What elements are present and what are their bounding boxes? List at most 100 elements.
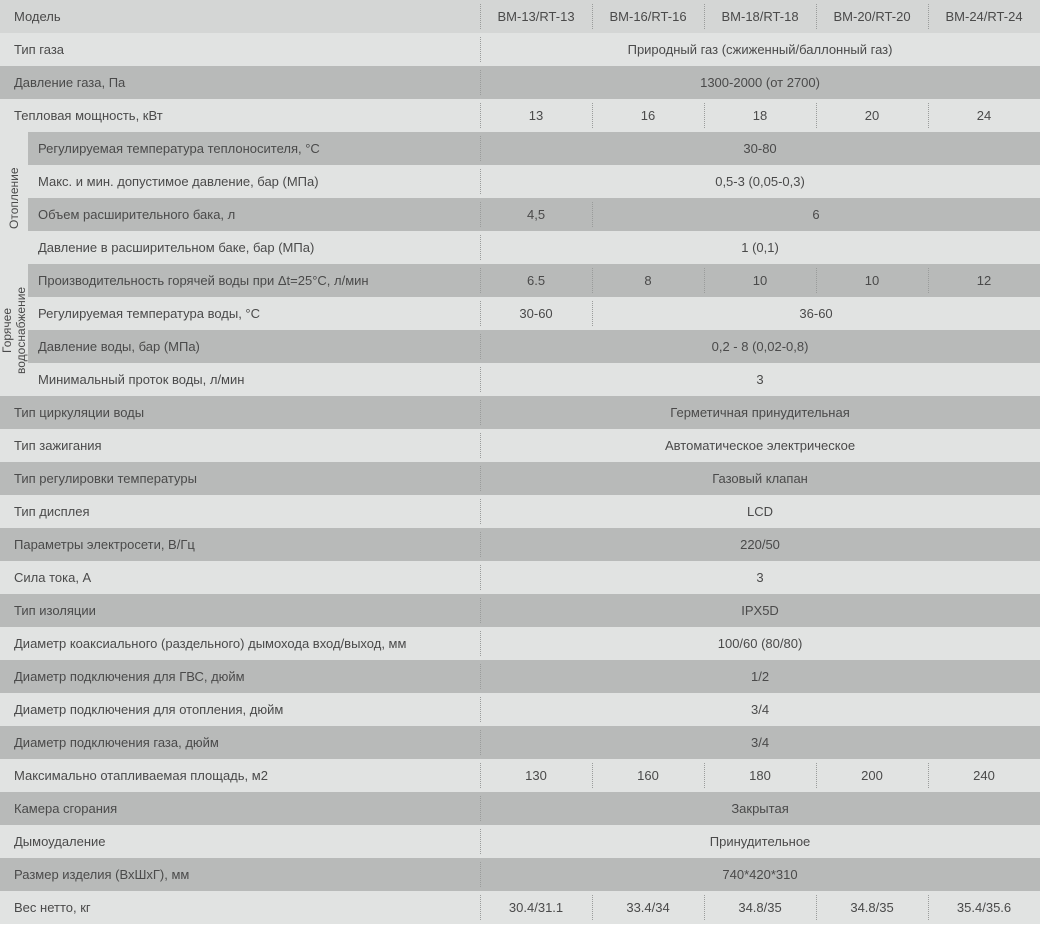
row-value: 130 bbox=[480, 759, 592, 792]
table-row: Диаметр подключения для ГВС, дюйм 1/2 bbox=[0, 660, 1040, 693]
row-value: 0,2 - 8 (0,02-0,8) bbox=[480, 330, 1040, 363]
table-row: Тип газа Природный газ (сжиженный/баллон… bbox=[0, 33, 1040, 66]
table-row: Минимальный проток воды, л/мин 3 bbox=[0, 363, 1040, 396]
row-value: Герметичная принудительная bbox=[480, 396, 1040, 429]
row-label: Диаметр коаксиального (раздельного) дымо… bbox=[0, 627, 480, 660]
row-value: 24 bbox=[928, 99, 1040, 132]
row-value: 3/4 bbox=[480, 726, 1040, 759]
row-value: 34.8/35 bbox=[704, 891, 816, 924]
row-label: Тип изоляции bbox=[0, 594, 480, 627]
row-label: Регулируемая температура теплоносителя, … bbox=[28, 132, 480, 165]
row-label: Диаметр подключения газа, дюйм bbox=[0, 726, 480, 759]
row-value: 13 bbox=[480, 99, 592, 132]
row-value: 740*420*310 bbox=[480, 858, 1040, 891]
row-label: Тип газа bbox=[0, 33, 480, 66]
group-dhw: Горячее водоснабжение bbox=[0, 264, 28, 396]
spec-table: Модель BM-13/RT-13 BM-16/RT-16 BM-18/RT-… bbox=[0, 0, 1040, 924]
row-value: 18 bbox=[704, 99, 816, 132]
table-row: Давление газа, Па 1300-2000 (от 2700) bbox=[0, 66, 1040, 99]
table-row: Макс. и мин. допустимое давление, бар (М… bbox=[0, 165, 1040, 198]
row-label: Тип зажигания bbox=[0, 429, 480, 462]
row-value: 8 bbox=[592, 264, 704, 297]
row-value: 4,5 bbox=[480, 198, 592, 231]
row-value: 10 bbox=[816, 264, 928, 297]
row-label: Давление газа, Па bbox=[0, 66, 480, 99]
table-row: Дымоудаление Принудительное bbox=[0, 825, 1040, 858]
row-value: 6.5 bbox=[480, 264, 592, 297]
table-row: Отопление Регулируемая температура тепло… bbox=[0, 132, 1040, 165]
row-label: Параметры электросети, В/Гц bbox=[0, 528, 480, 561]
row-value: 100/60 (80/80) bbox=[480, 627, 1040, 660]
table-row: Давление в расширительном баке, бар (МПа… bbox=[0, 231, 1040, 264]
table-row: Объем расширительного бака, л 4,5 6 bbox=[0, 198, 1040, 231]
row-value: 33.4/34 bbox=[592, 891, 704, 924]
row-label: Макс. и мин. допустимое давление, бар (М… bbox=[28, 165, 480, 198]
row-value: Газовый клапан bbox=[480, 462, 1040, 495]
table-row: Камера сгорания Закрытая bbox=[0, 792, 1040, 825]
table-row: Диаметр коаксиального (раздельного) дымо… bbox=[0, 627, 1040, 660]
row-value: 35.4/35.6 bbox=[928, 891, 1040, 924]
row-value: 34.8/35 bbox=[816, 891, 928, 924]
row-label: Дымоудаление bbox=[0, 825, 480, 858]
row-label: Вес нетто, кг bbox=[0, 891, 480, 924]
table-row: Диаметр подключения газа, дюйм 3/4 bbox=[0, 726, 1040, 759]
row-value: 240 bbox=[928, 759, 1040, 792]
row-label: Диаметр подключения для ГВС, дюйм bbox=[0, 660, 480, 693]
table-row: Вес нетто, кг 30.4/31.1 33.4/34 34.8/35 … bbox=[0, 891, 1040, 924]
row-value: 1/2 bbox=[480, 660, 1040, 693]
row-label: Минимальный проток воды, л/мин bbox=[28, 363, 480, 396]
row-value: 220/50 bbox=[480, 528, 1040, 561]
row-label: Диаметр подключения для отопления, дюйм bbox=[0, 693, 480, 726]
row-label: Тепловая мощность, кВт bbox=[0, 99, 480, 132]
row-value: 30.4/31.1 bbox=[480, 891, 592, 924]
row-value: 10 bbox=[704, 264, 816, 297]
row-value: Природный газ (сжиженный/баллонный газ) bbox=[480, 33, 1040, 66]
table-row: Тип изоляции IPX5D bbox=[0, 594, 1040, 627]
table-row: Тип регулировки температуры Газовый клап… bbox=[0, 462, 1040, 495]
header-label: Модель bbox=[0, 0, 480, 33]
row-value: IPX5D bbox=[480, 594, 1040, 627]
row-value: 0,5-3 (0,05-0,3) bbox=[480, 165, 1040, 198]
row-value: Закрытая bbox=[480, 792, 1040, 825]
table-header-row: Модель BM-13/RT-13 BM-16/RT-16 BM-18/RT-… bbox=[0, 0, 1040, 33]
table-row: Горячее водоснабжение Производительность… bbox=[0, 264, 1040, 297]
table-row: Тип зажигания Автоматическое электрическ… bbox=[0, 429, 1040, 462]
row-label: Сила тока, А bbox=[0, 561, 480, 594]
row-value: 3 bbox=[480, 363, 1040, 396]
row-value: 3/4 bbox=[480, 693, 1040, 726]
row-label: Давление в расширительном баке, бар (МПа… bbox=[28, 231, 480, 264]
row-value: 180 bbox=[704, 759, 816, 792]
row-value: 160 bbox=[592, 759, 704, 792]
row-value: 16 bbox=[592, 99, 704, 132]
row-label: Регулируемая температура воды, °C bbox=[28, 297, 480, 330]
table-row: Регулируемая температура воды, °C 30-60 … bbox=[0, 297, 1040, 330]
row-value: Автоматическое электрическое bbox=[480, 429, 1040, 462]
row-value: 20 bbox=[816, 99, 928, 132]
col-header: BM-13/RT-13 bbox=[480, 0, 592, 33]
table-row: Параметры электросети, В/Гц 220/50 bbox=[0, 528, 1040, 561]
row-value: 30-80 bbox=[480, 132, 1040, 165]
row-label: Тип циркуляции воды bbox=[0, 396, 480, 429]
row-value: 30-60 bbox=[480, 297, 592, 330]
table-row: Тип циркуляции воды Герметичная принудит… bbox=[0, 396, 1040, 429]
table-row: Размер изделия (ВхШхГ), мм 740*420*310 bbox=[0, 858, 1040, 891]
row-label: Тип дисплея bbox=[0, 495, 480, 528]
col-header: BM-20/RT-20 bbox=[816, 0, 928, 33]
table-row: Сила тока, А 3 bbox=[0, 561, 1040, 594]
row-value: 1 (0,1) bbox=[480, 231, 1040, 264]
row-value: 36-60 bbox=[592, 297, 1040, 330]
row-value: Принудительное bbox=[480, 825, 1040, 858]
row-value: LCD bbox=[480, 495, 1040, 528]
row-value: 6 bbox=[592, 198, 1040, 231]
row-label: Производительность горячей воды при Δt=2… bbox=[28, 264, 480, 297]
row-label: Давление воды, бар (МПа) bbox=[28, 330, 480, 363]
col-header: BM-16/RT-16 bbox=[592, 0, 704, 33]
col-header: BM-24/RT-24 bbox=[928, 0, 1040, 33]
table-row: Тепловая мощность, кВт 13 16 18 20 24 bbox=[0, 99, 1040, 132]
row-value: 200 bbox=[816, 759, 928, 792]
row-label: Максимально отапливаемая площадь, м2 bbox=[0, 759, 480, 792]
table-row: Максимально отапливаемая площадь, м2 130… bbox=[0, 759, 1040, 792]
row-label: Камера сгорания bbox=[0, 792, 480, 825]
row-value: 12 bbox=[928, 264, 1040, 297]
table-row: Тип дисплея LCD bbox=[0, 495, 1040, 528]
